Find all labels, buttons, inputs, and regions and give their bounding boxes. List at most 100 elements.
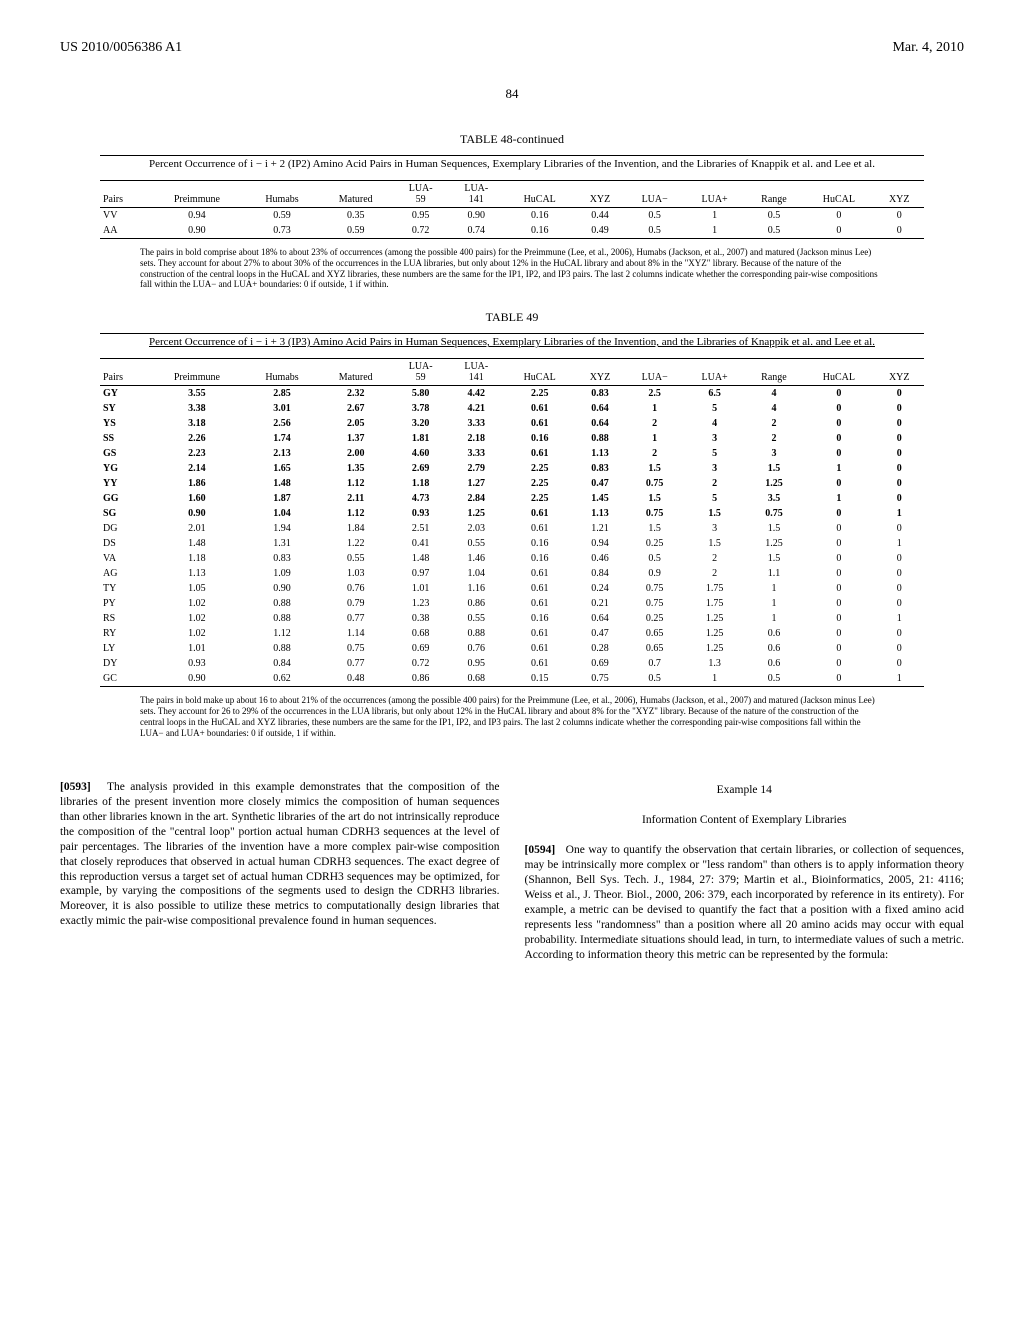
cell: 1.27 [448,476,504,491]
cell: 0.59 [245,208,318,224]
col-header: LUA− [625,359,685,386]
cell: 1 [803,491,874,506]
col-header: Humabs [245,359,318,386]
cell: 0.46 [575,551,624,566]
cell: 0 [803,596,874,611]
cell: 0.61 [504,401,575,416]
table48-title: TABLE 48-continued [100,132,924,147]
col-header: Range [745,181,804,208]
cell: 0 [874,566,924,581]
col-header: Preimmune [148,181,245,208]
cell: 0.5 [745,671,804,687]
table-row: AA0.900.730.590.720.740.160.490.510.500 [100,223,924,239]
cell: 1.3 [685,656,745,671]
cell: 0.79 [319,596,393,611]
cell: 4.60 [393,446,449,461]
cell: 0.9 [625,566,685,581]
cell: 0 [874,656,924,671]
cell: 1.03 [319,566,393,581]
cell: 1.75 [685,581,745,596]
cell: RY [100,626,148,641]
cell: 0 [803,386,874,402]
col-header: LUA-59 [393,181,449,208]
cell: 1.5 [745,521,804,536]
cell: 0.83 [575,386,624,402]
cell: 2.11 [319,491,393,506]
cell: 2.51 [393,521,449,536]
table-row: SY3.383.012.673.784.210.610.6415400 [100,401,924,416]
page-number: 84 [60,86,964,102]
cell: GG [100,491,148,506]
cell: 0.68 [393,626,449,641]
col-header: Matured [319,359,393,386]
cell: 0 [874,476,924,491]
col-header: Matured [319,181,393,208]
cell: 0.72 [393,223,449,239]
cell: 1 [745,611,804,626]
cell: 1 [874,671,924,687]
para-text: The analysis provided in this example de… [60,781,500,927]
cell: 0.55 [448,536,504,551]
cell: 1 [874,536,924,551]
cell: 1.1 [745,566,804,581]
cell: 0.75 [625,596,685,611]
cell: 1 [685,671,745,687]
col-header: LUA+ [685,181,745,208]
cell: 0 [874,551,924,566]
table-row: YS3.182.562.053.203.330.610.6424200 [100,416,924,431]
col-header: XYZ [575,359,624,386]
cell: 2.03 [448,521,504,536]
cell: 0.95 [448,656,504,671]
cell: 0 [803,671,874,687]
cell: 0.49 [575,223,624,239]
cell: DS [100,536,148,551]
cell: 0 [803,401,874,416]
col-header: Pairs [100,359,148,386]
cell: 0.94 [575,536,624,551]
cell: 0.61 [504,446,575,461]
cell: 0.75 [745,506,804,521]
cell: 0.77 [319,611,393,626]
cell: 0 [803,476,874,491]
cell: 0 [874,401,924,416]
cell: 0.47 [575,476,624,491]
cell: 1.04 [245,506,318,521]
cell: 1 [685,223,745,239]
table-row: VV0.940.590.350.950.900.160.440.510.500 [100,208,924,224]
cell: 2.25 [504,386,575,402]
col-header: LUA− [625,181,685,208]
cell: 1.37 [319,431,393,446]
cell: 2.25 [504,461,575,476]
col-header: Range [745,359,804,386]
cell: 1.04 [448,566,504,581]
cell: 0.55 [319,551,393,566]
table-row: YG2.141.651.352.692.792.250.831.531.510 [100,461,924,476]
cell: 0.65 [625,641,685,656]
table49-caption: Percent Occurrence of i − i + 3 (IP3) Am… [100,336,924,348]
cell: 6.5 [685,386,745,402]
cell: 0.88 [245,641,318,656]
cell: 0 [803,626,874,641]
cell: 1.01 [148,641,245,656]
cell: 3.33 [448,446,504,461]
cell: AA [100,223,148,239]
cell: 0.61 [504,566,575,581]
cell: 3 [685,521,745,536]
table-row: TY1.050.900.761.011.160.610.240.751.7510… [100,581,924,596]
cell: 0.61 [504,596,575,611]
cell: 1.21 [575,521,624,536]
cell: 1.5 [745,461,804,476]
cell: 1.5 [685,536,745,551]
cell: SG [100,506,148,521]
cell: 0.90 [148,671,245,687]
table-row: GY3.552.852.325.804.422.250.832.56.5400 [100,386,924,402]
cell: RS [100,611,148,626]
cell: 0.68 [448,671,504,687]
cell: 3 [745,446,804,461]
cell: 0.61 [504,626,575,641]
cell: 1.5 [685,506,745,521]
cell: 0.5 [745,208,804,224]
cell: 0 [874,446,924,461]
cell: 4.73 [393,491,449,506]
col-header: XYZ [874,181,924,208]
